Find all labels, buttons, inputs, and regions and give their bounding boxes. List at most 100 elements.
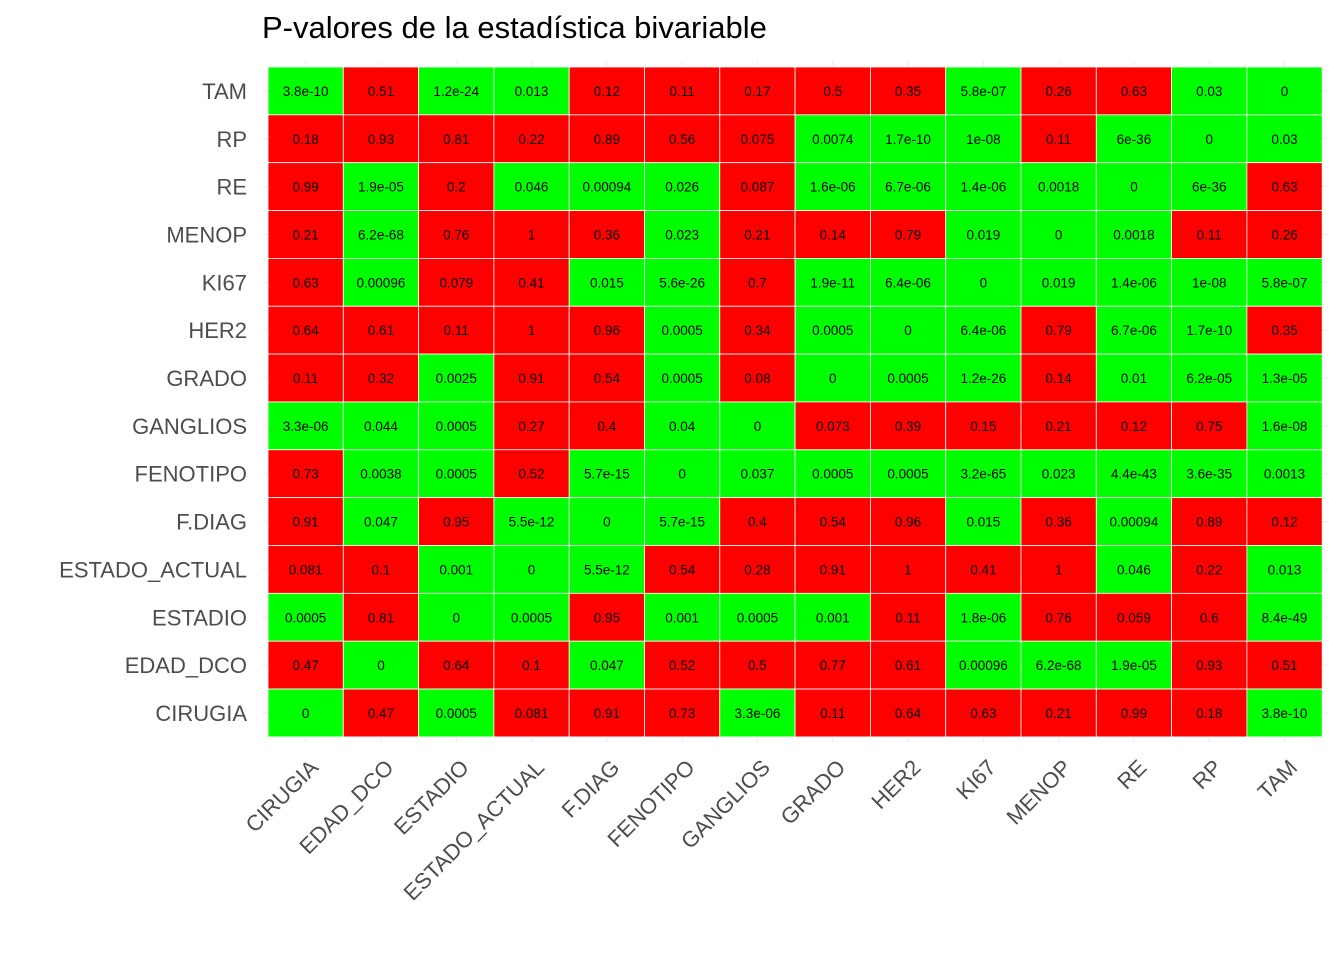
heatmap-cell [267,114,344,164]
cell-value-label: 0.11 [1197,227,1222,242]
heatmap-cell [1246,545,1323,594]
cell-value-label: 0 [754,419,762,434]
cell-value-label: 0.63 [1271,180,1297,195]
heatmap-cell [493,449,570,499]
heatmap-cell [945,449,1022,499]
heatmap-cell [1171,353,1248,403]
cell-value-label: 0.47 [293,658,319,673]
cell-value-label: 0.019 [966,227,1000,242]
heatmap-cell [1246,257,1323,307]
heatmap-cell [945,257,1022,307]
cell-value-label: 0.73 [293,467,319,482]
cell-value-label: 0.0005 [887,467,928,482]
cell-value-label: 0.73 [669,706,695,721]
x-tick-label: ESTADO_ACTUAL [399,755,550,906]
cell-value-label: 0.63 [1121,84,1147,99]
cell-value-label: 0.0018 [1038,180,1079,195]
heatmap-cell [493,640,570,690]
heatmap-cell [1095,66,1173,116]
heatmap-cell [1171,305,1248,355]
cell-value-label: 0.087 [741,180,775,195]
cell-value-label: 0.023 [665,227,699,242]
cell-value-label: 0 [1055,227,1063,242]
heatmap-cell [342,114,419,164]
heatmap-cell [418,449,495,499]
cell-value-label: 0.56 [669,132,695,147]
heatmap-cell [945,401,1022,451]
cell-value-label: 5.8e-07 [1262,275,1308,290]
heatmap-cell [418,401,495,451]
cell-value-label: 1 [1055,562,1063,577]
heatmap-cell [1020,449,1097,499]
heatmap-cell [1020,545,1097,594]
cell-value-label: 6.2e-68 [358,227,404,242]
cell-value-label: 0.11 [1046,132,1071,147]
heatmap-cell [267,592,344,642]
heatmap-cell [719,449,796,499]
heatmap-cell [1246,497,1323,546]
heatmap-cell [568,497,645,546]
cell-value-label: 0.026 [665,180,699,195]
heatmap-cell [342,545,419,594]
cell-value-label: 1.9e-05 [1111,658,1157,673]
cell-value-label: 0.0005 [662,371,703,386]
y-tick-label: ESTADIO [152,605,247,630]
heatmap-cell [568,114,645,164]
heatmap-cell [1246,353,1323,403]
heatmap-cell [719,114,796,164]
cell-value-label: 0.075 [741,132,775,147]
cell-value-label: 0.12 [594,84,620,99]
heatmap-cell [1095,545,1173,594]
cell-value-label: 0.047 [590,658,624,673]
cell-value-label: 0.0005 [436,467,477,482]
cell-value-label: 0.14 [820,227,847,242]
cell-value-label: 0.91 [518,371,544,386]
cell-value-label: 5.6e-26 [659,275,705,290]
x-tick-label: GRADO [776,755,851,830]
heatmap-cell [1246,162,1323,211]
cell-value-label: 0.015 [590,275,624,290]
cell-value-label: 6.4e-06 [885,275,931,290]
cell-value-label: 0.36 [1046,515,1072,530]
heatmap-cell [1171,257,1248,307]
y-tick-label: ESTADO_ACTUAL [59,557,247,582]
cell-value-label: 0 [528,562,536,577]
cell-value-label: 0.0005 [812,467,853,482]
cell-value-label: 0.79 [1046,323,1072,338]
heatmap-cell [1020,257,1097,307]
heatmap-cell [794,162,871,211]
cell-value-label: 0.03 [1196,84,1222,99]
cell-value-label: 0.35 [1271,323,1297,338]
heatmap-cell [568,401,645,451]
heatmap-cell [342,401,419,451]
cell-value-label: 0.96 [594,323,620,338]
heatmap-cell [870,353,947,403]
heatmap-cell [719,66,796,116]
cell-value-label: 0.1 [372,562,391,577]
heatmap-cell [418,66,495,116]
heatmap-cell [719,401,796,451]
cell-value-label: 1 [528,323,536,338]
heatmap-cell [1095,688,1173,738]
heatmap-cell [568,353,645,403]
cell-value-label: 6.4e-06 [960,323,1006,338]
heatmap-cell [1095,592,1173,642]
heatmap-cell [342,688,419,738]
heatmap-cell [870,66,947,116]
cell-value-label: 1.4e-06 [1111,275,1157,290]
heatmap-cell [493,66,570,116]
heatmap-cell [418,305,495,355]
cell-value-label: 0.0005 [737,610,778,625]
heatmap-cell [945,114,1022,164]
heatmap-cell [1171,497,1248,546]
heatmap-cell [719,545,796,594]
cell-value-label: 0.18 [293,132,319,147]
cell-value-label: 6.7e-06 [1111,323,1157,338]
heatmap-cell [644,114,721,164]
cell-value-label: 3.2e-65 [960,467,1006,482]
x-tick-label: TAM [1253,755,1302,804]
cell-value-label: 0.96 [895,515,921,530]
cell-value-label: 1.2e-24 [433,84,479,99]
cell-value-label: 3.8e-10 [1262,706,1308,721]
heatmap-cell [568,162,645,211]
